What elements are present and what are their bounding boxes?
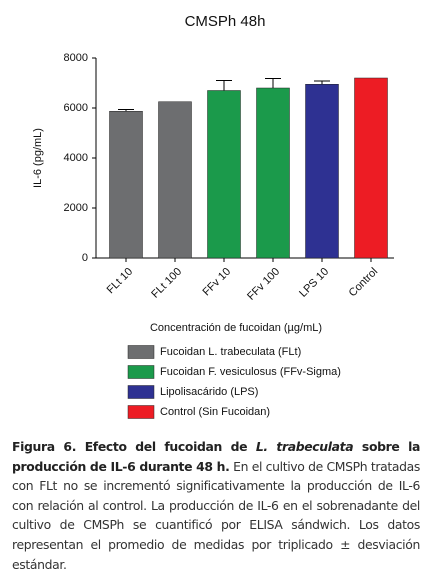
y-tick-label: 4000 [64, 152, 88, 164]
bar [158, 101, 192, 259]
x-tick-label: FFv 100 [245, 266, 282, 303]
x-axis-title: Concentración de fucoidan (µg/mL) [150, 322, 322, 334]
bar [354, 77, 388, 259]
caption-label-part: sobre la producción de IL-6 durante 48 h… [12, 439, 421, 474]
y-tick-label: 2000 [64, 202, 88, 214]
caption-label-part: L. trabeculata [255, 439, 354, 454]
bar [109, 111, 143, 259]
legend-label: Control (Sin Fucoidan) [160, 406, 270, 418]
chart: CMSPh 48h IL-6 (pg/mL) Concentración de … [32, 13, 394, 419]
legend-swatch [127, 365, 155, 379]
bar [305, 84, 339, 259]
legend-label: Fucoidan F. vesiculosus (FFv-Sigma) [160, 366, 341, 378]
legend-swatch [127, 405, 155, 419]
x-tick-label: FLt 100 [149, 266, 184, 301]
caption-label-part: Figura 6. Efecto del fucoidan de [12, 439, 256, 454]
caption-text: En el cultivo de CMSPh tratadas con FLt … [12, 458, 420, 572]
x-tick-label: FFv 10 [200, 266, 233, 299]
y-tick-label: 8000 [64, 52, 88, 64]
legend-label: Lipolisacárido (LPS) [160, 386, 258, 398]
legend-swatch [127, 385, 155, 399]
y-tick-label: 0 [82, 252, 88, 264]
chart-title: CMSPh 48h [185, 13, 266, 30]
bar [207, 90, 241, 259]
legend-swatch [127, 345, 155, 359]
y-axis-title: IL-6 (pg/mL) [32, 128, 44, 188]
y-tick-label: 6000 [64, 102, 88, 114]
legend-label: Fucoidan L. trabeculata (FLt) [160, 346, 301, 358]
x-tick-label: LPS 10 [297, 266, 331, 300]
bar [256, 87, 290, 259]
x-tick-label: Control [347, 266, 381, 300]
x-tick-label: FLt 10 [105, 266, 136, 297]
caption-label: Figura 6. Efecto del fucoidan de L. trab… [12, 439, 420, 474]
caption: Figura 6. Efecto del fucoidan de L. trab… [12, 437, 420, 574]
